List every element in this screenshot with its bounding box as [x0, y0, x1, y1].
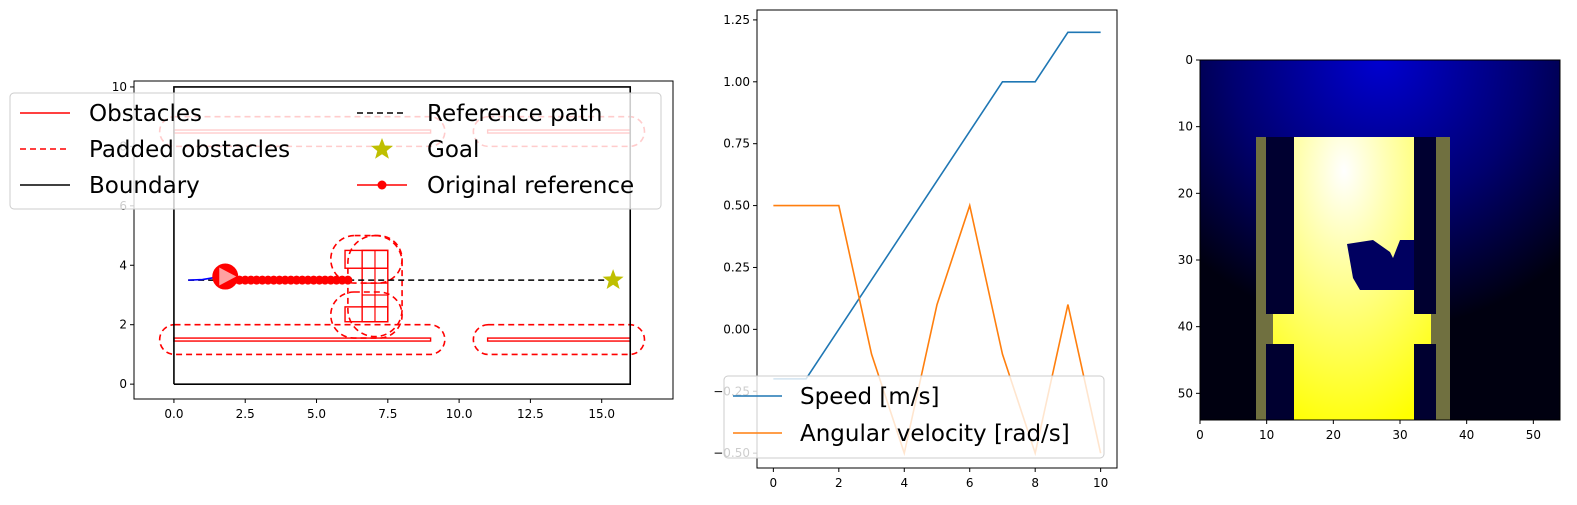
- original-reference-point: [343, 275, 353, 285]
- heatmap-xtick-label: 20: [1326, 428, 1341, 442]
- map-legend-frame: [9, 92, 662, 210]
- map-legend: Obstacles Padded obstacles Boundary Refe…: [9, 92, 662, 210]
- velocity-xtick-label: 6: [966, 476, 974, 490]
- velocity-axes: 0246810−0.50−0.250.000.250.500.751.001.2…: [713, 9, 1118, 490]
- legend-original-label: Original reference: [427, 173, 634, 199]
- heatmap-obstacle-left-upper: [1266, 137, 1294, 314]
- map-axes-frame: [133, 80, 674, 400]
- heatmap-ytick-label: 10: [1178, 120, 1193, 134]
- velocity-ytick-label: 0.75: [723, 137, 750, 151]
- obstacle: [344, 306, 389, 323]
- velocity-ytick-label: 1.25: [723, 13, 750, 27]
- heatmap-xtick-label: 50: [1526, 428, 1541, 442]
- velocity-xtick-label: 0: [770, 476, 778, 490]
- obstacle: [486, 337, 631, 342]
- legend-speed-label: Speed [m/s]: [800, 384, 940, 410]
- velocity-ytick-label: 1.00: [723, 75, 750, 89]
- velocity-xtick-label: 10: [1093, 476, 1108, 490]
- velocity-xtick-label: 8: [1031, 476, 1039, 490]
- map-xtick-label: 2.5: [236, 407, 255, 421]
- heatmap-ticks: 0 10 20 30 40 50 0 10 20 30 40 50: [1178, 53, 1541, 442]
- heatmap-xtick-label: 40: [1459, 428, 1474, 442]
- heatmap-ytick-label: 40: [1178, 320, 1193, 334]
- velocity-axes-frame: [756, 9, 1118, 469]
- heatmap-ytick-label: 0: [1185, 53, 1193, 67]
- map-xtick-label: 7.5: [378, 407, 397, 421]
- padded-obstacle: [158, 323, 446, 356]
- speed-series-line: [773, 31, 1101, 380]
- velocity-ytick-label: 0.25: [723, 260, 750, 274]
- legend-boundary-label: Boundary: [89, 173, 200, 199]
- heatmap-obstacle-right-upper: [1414, 137, 1436, 314]
- heatmap-ytick-label: 30: [1178, 253, 1193, 267]
- velocity-xtick-label: 2: [835, 476, 843, 490]
- heatmap-xtick-label: 10: [1259, 428, 1274, 442]
- legend-padded-label: Padded obstacles: [89, 137, 290, 163]
- padded-obstacle: [329, 234, 403, 284]
- obstacle: [173, 337, 432, 342]
- legend-angular-label: Angular velocity [rad/s]: [800, 421, 1070, 447]
- robot-heading-icon: [219, 267, 237, 286]
- velocity-xtick-label: 4: [900, 476, 908, 490]
- map-xtick-label: 0.0: [164, 407, 183, 421]
- map-xtick-label: 5.0: [307, 407, 326, 421]
- heatmap-xtick-label: 0: [1196, 428, 1204, 442]
- heatmap-obstacle-right-lower: [1414, 344, 1436, 420]
- velocity-ytick-label: 0.00: [723, 322, 750, 336]
- map-ytick-label: 10: [112, 80, 127, 94]
- legend-goal-label: Goal: [427, 137, 479, 163]
- legend-reference-label: Reference path: [427, 101, 602, 127]
- velocity-legend-frame: [723, 375, 1105, 459]
- legend-obstacles-label: Obstacles: [89, 101, 202, 127]
- heatmap-image: [1200, 60, 1560, 420]
- map-xtick-label: 15.0: [588, 407, 615, 421]
- legend-original-swatch-marker: [377, 180, 387, 190]
- obstacle: [344, 249, 389, 269]
- padded-obstacle: [347, 234, 403, 338]
- goal-star: [602, 269, 624, 289]
- heatmap-central-obstacle: [1347, 240, 1414, 290]
- legend-goal-swatch: [371, 138, 393, 159]
- heatmap-ytick-label: 50: [1178, 386, 1193, 400]
- map-ytick-label: 2: [119, 318, 127, 332]
- map-ytick-label: 4: [119, 258, 127, 272]
- map-xtick-label: 12.5: [517, 407, 544, 421]
- heatmap-xtick-label: 30: [1392, 428, 1407, 442]
- heatmap-obstacle-left-lower: [1266, 344, 1294, 420]
- heatmap-axes: 0 10 20 30 40 50 0 10 20 30 40 50: [1178, 53, 1561, 442]
- velocity-legend: Speed [m/s] Angular velocity [rad/s]: [723, 375, 1105, 459]
- map-xtick-label: 10.0: [446, 407, 473, 421]
- padded-obstacle: [472, 323, 646, 356]
- velocity-ytick-label: 0.50: [723, 199, 750, 213]
- heatmap-ytick-label: 20: [1178, 186, 1193, 200]
- heatmap-axes-frame: [1199, 59, 1561, 421]
- map-ytick-label: 0: [119, 377, 127, 391]
